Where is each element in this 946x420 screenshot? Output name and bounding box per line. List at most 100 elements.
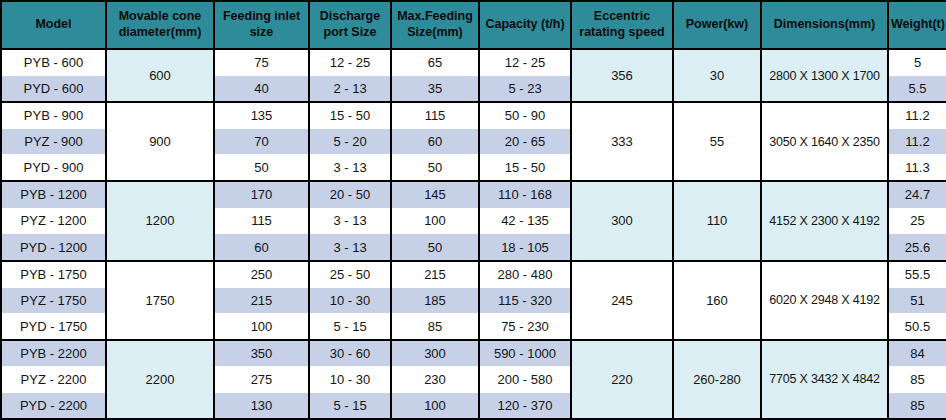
inlet-cell: 60 bbox=[214, 234, 309, 261]
dimensions-cell: 3050 X 1640 X 2350 bbox=[761, 102, 888, 181]
capacity-cell: 20 - 65 bbox=[479, 129, 571, 155]
max-feed-cell: 115 bbox=[391, 102, 479, 129]
max-feed-cell: 35 bbox=[391, 76, 479, 103]
capacity-cell: 120 - 370 bbox=[479, 392, 571, 419]
max-feed-cell: 185 bbox=[391, 287, 479, 313]
weight-cell: 11.2 bbox=[888, 129, 946, 155]
weight-cell: 24.7 bbox=[888, 181, 946, 208]
capacity-cell: 18 - 105 bbox=[479, 234, 571, 261]
weight-cell: 50.5 bbox=[888, 313, 946, 340]
discharge-cell: 30 - 60 bbox=[309, 340, 391, 367]
discharge-cell: 25 - 50 bbox=[309, 261, 391, 288]
table-header: Model Movable cone diameter(mm) Feeding … bbox=[1, 1, 946, 49]
col-header-movable-cone-diameter: Movable cone diameter(mm) bbox=[106, 1, 214, 49]
inlet-cell: 275 bbox=[214, 366, 309, 392]
power-cell: 160 bbox=[673, 261, 761, 340]
capacity-cell: 50 - 90 bbox=[479, 102, 571, 129]
dimensions-cell: 4152 X 2300 X 4192 bbox=[761, 181, 888, 260]
power-cell: 260-280 bbox=[673, 340, 761, 419]
capacity-cell: 75 - 230 bbox=[479, 313, 571, 340]
max-feed-cell: 145 bbox=[391, 181, 479, 208]
inlet-cell: 130 bbox=[214, 392, 309, 419]
dimensions-cell: 2800 X 1300 X 1700 bbox=[761, 49, 888, 102]
max-feed-cell: 65 bbox=[391, 49, 479, 76]
weight-cell: 5 bbox=[888, 49, 946, 76]
table-row: PYB - 1200 1200 170 20 - 50 145 110 - 16… bbox=[1, 181, 946, 208]
max-feed-cell: 60 bbox=[391, 129, 479, 155]
capacity-cell: 42 - 135 bbox=[479, 208, 571, 234]
inlet-cell: 75 bbox=[214, 49, 309, 76]
discharge-cell: 3 - 13 bbox=[309, 208, 391, 234]
model-cell: PYB - 600 bbox=[1, 49, 106, 76]
dimensions-cell: 6020 X 2948 X 4192 bbox=[761, 261, 888, 340]
discharge-cell: 10 - 30 bbox=[309, 366, 391, 392]
max-feed-cell: 215 bbox=[391, 261, 479, 288]
col-header-dimensions: Dimensions(mm) bbox=[761, 1, 888, 49]
speed-cell: 220 bbox=[571, 340, 673, 419]
inlet-cell: 100 bbox=[214, 313, 309, 340]
speed-cell: 300 bbox=[571, 181, 673, 260]
max-feed-cell: 85 bbox=[391, 313, 479, 340]
model-cell: PYZ - 2200 bbox=[1, 366, 106, 392]
max-feed-cell: 230 bbox=[391, 366, 479, 392]
capacity-cell: 12 - 25 bbox=[479, 49, 571, 76]
table-row: PYB - 2200 2200 350 30 - 60 300 590 - 10… bbox=[1, 340, 946, 367]
model-cell: PYD - 1750 bbox=[1, 313, 106, 340]
model-cell: PYB - 2200 bbox=[1, 340, 106, 367]
table-row: PYB - 600 600 75 12 - 25 65 12 - 25 356 … bbox=[1, 49, 946, 76]
diameter-cell: 600 bbox=[106, 49, 214, 102]
capacity-cell: 5 - 23 bbox=[479, 76, 571, 103]
diameter-cell: 1750 bbox=[106, 261, 214, 340]
model-cell: PYZ - 1200 bbox=[1, 208, 106, 234]
weight-cell: 85 bbox=[888, 366, 946, 392]
max-feed-cell: 300 bbox=[391, 340, 479, 367]
model-cell: PYB - 1750 bbox=[1, 261, 106, 288]
weight-cell: 11.3 bbox=[888, 155, 946, 182]
max-feed-cell: 50 bbox=[391, 234, 479, 261]
discharge-cell: 5 - 20 bbox=[309, 129, 391, 155]
inlet-cell: 170 bbox=[214, 181, 309, 208]
capacity-cell: 200 - 580 bbox=[479, 366, 571, 392]
col-header-capacity: Capacity (t/h) bbox=[479, 1, 571, 49]
col-header-model: Model bbox=[1, 1, 106, 49]
col-header-discharge-port-size: Discharge port Size bbox=[309, 1, 391, 49]
weight-cell: 55.5 bbox=[888, 261, 946, 288]
discharge-cell: 5 - 15 bbox=[309, 392, 391, 419]
weight-cell: 51 bbox=[888, 287, 946, 313]
capacity-cell: 15 - 50 bbox=[479, 155, 571, 182]
inlet-cell: 350 bbox=[214, 340, 309, 367]
capacity-cell: 590 - 1000 bbox=[479, 340, 571, 367]
capacity-cell: 110 - 168 bbox=[479, 181, 571, 208]
dimensions-cell: 7705 X 3432 X 4842 bbox=[761, 340, 888, 419]
table-row: PYB - 1750 1750 250 25 - 50 215 280 - 48… bbox=[1, 261, 946, 288]
col-header-eccentric-speed: Eccentric ratating speed bbox=[571, 1, 673, 49]
model-cell: PYD - 600 bbox=[1, 76, 106, 103]
power-cell: 30 bbox=[673, 49, 761, 102]
model-cell: PYB - 1200 bbox=[1, 181, 106, 208]
capacity-cell: 115 - 320 bbox=[479, 287, 571, 313]
table-row: PYB - 900 900 135 15 - 50 115 50 - 90 33… bbox=[1, 102, 946, 129]
col-header-weight: Weight(t) bbox=[888, 1, 946, 49]
discharge-cell: 15 - 50 bbox=[309, 102, 391, 129]
model-cell: PYD - 1200 bbox=[1, 234, 106, 261]
inlet-cell: 115 bbox=[214, 208, 309, 234]
diameter-cell: 1200 bbox=[106, 181, 214, 260]
weight-cell: 85 bbox=[888, 392, 946, 419]
diameter-cell: 900 bbox=[106, 102, 214, 181]
model-cell: PYD - 900 bbox=[1, 155, 106, 182]
discharge-cell: 10 - 30 bbox=[309, 287, 391, 313]
max-feed-cell: 100 bbox=[391, 208, 479, 234]
power-cell: 110 bbox=[673, 181, 761, 260]
inlet-cell: 40 bbox=[214, 76, 309, 103]
discharge-cell: 2 - 13 bbox=[309, 76, 391, 103]
weight-cell: 25.6 bbox=[888, 234, 946, 261]
model-cell: PYD - 2200 bbox=[1, 392, 106, 419]
weight-cell: 5.5 bbox=[888, 76, 946, 103]
discharge-cell: 5 - 15 bbox=[309, 313, 391, 340]
weight-cell: 84 bbox=[888, 340, 946, 367]
speed-cell: 333 bbox=[571, 102, 673, 181]
diameter-cell: 2200 bbox=[106, 340, 214, 419]
col-header-power: Power(kw) bbox=[673, 1, 761, 49]
discharge-cell: 12 - 25 bbox=[309, 49, 391, 76]
model-cell: PYB - 900 bbox=[1, 102, 106, 129]
